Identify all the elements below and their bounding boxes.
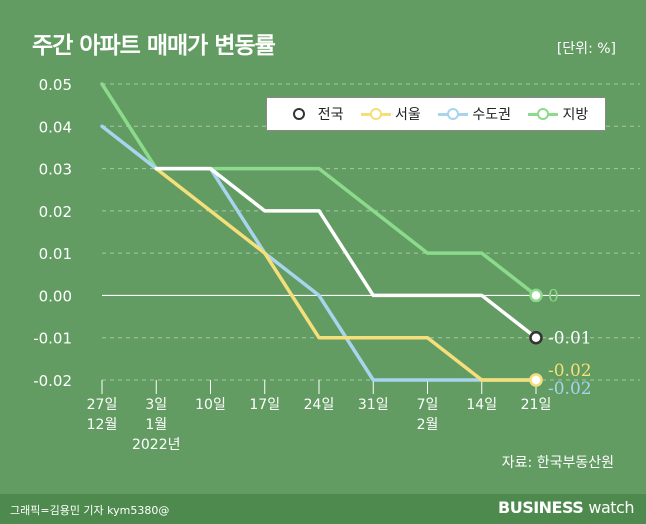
- x-tick-label: 3일: [145, 397, 167, 413]
- x-tick-label: 2022년: [132, 437, 181, 453]
- x-tick-label: 31일: [358, 397, 389, 413]
- series-end-point: [529, 373, 543, 387]
- y-tick-label: 0.05: [39, 76, 72, 94]
- legend-swatch-national: [283, 108, 314, 120]
- x-tick-label: 12월: [87, 417, 118, 433]
- y-tick-label: 0.02: [39, 203, 72, 221]
- series-end-label: -0.01: [548, 329, 592, 349]
- brand-logo: BUSINESS watch: [498, 498, 634, 517]
- series-line-2: [154, 166, 538, 382]
- legend-label-regional: 지방: [562, 107, 589, 123]
- chart-title: 주간 아파트 매매가 변동률: [32, 33, 276, 59]
- series-end-label: -0.02: [548, 361, 592, 381]
- series-end-label: -0.02: [548, 379, 592, 399]
- x-tick-label: 7일: [417, 397, 439, 413]
- legend-label-national: 전국: [317, 107, 344, 123]
- y-tick-label: 0.04: [39, 118, 72, 136]
- x-tick-label: 14일: [466, 397, 497, 413]
- brand-light: watch: [588, 498, 634, 517]
- y-tick-label: -0.02: [33, 372, 72, 390]
- series-line-3: [154, 166, 538, 340]
- x-tick-label: 21일: [521, 397, 552, 413]
- legend-label-capital: 수도권: [472, 107, 511, 123]
- legend-swatch-regional: [528, 108, 559, 120]
- x-tick-label: 27일: [87, 397, 118, 413]
- x-tick-label: 1월: [145, 417, 167, 433]
- footer-bar: 그래픽=김용민 기자 kym5380@ BUSINESS watch: [0, 494, 646, 524]
- series-end-point: [529, 330, 543, 345]
- y-tick-label: 0.03: [39, 161, 72, 179]
- y-tick-label: -0.01: [33, 330, 72, 348]
- credit-text: 그래픽=김용민 기자 kym5380@: [10, 504, 170, 517]
- legend: 전국 서울 수도권 지방: [266, 97, 606, 131]
- legend-item-regional: 지방: [528, 104, 588, 124]
- series-end-point: [529, 288, 543, 303]
- legend-label-seoul: 서울: [395, 107, 421, 123]
- x-tick-label: 10일: [195, 397, 226, 413]
- legend-swatch-seoul: [361, 108, 392, 120]
- brand-bold: BUSINESS: [498, 498, 584, 517]
- legend-item-capital: 수도권: [438, 104, 511, 124]
- source-label: 자료: 한국부동산원: [501, 455, 614, 471]
- legend-item-national: 전국: [283, 104, 344, 124]
- x-tick-label: 2월: [417, 417, 439, 433]
- legend-item-seoul: 서울: [361, 104, 421, 124]
- series-end-label: 0: [548, 286, 559, 306]
- y-tick-label: 0.00: [39, 287, 72, 305]
- x-tick-label: 24일: [304, 397, 335, 413]
- x-tick-label: 17일: [249, 397, 280, 413]
- unit-label: [단위: %]: [556, 41, 616, 57]
- legend-swatch-capital: [438, 108, 469, 120]
- y-tick-label: 0.01: [39, 245, 72, 263]
